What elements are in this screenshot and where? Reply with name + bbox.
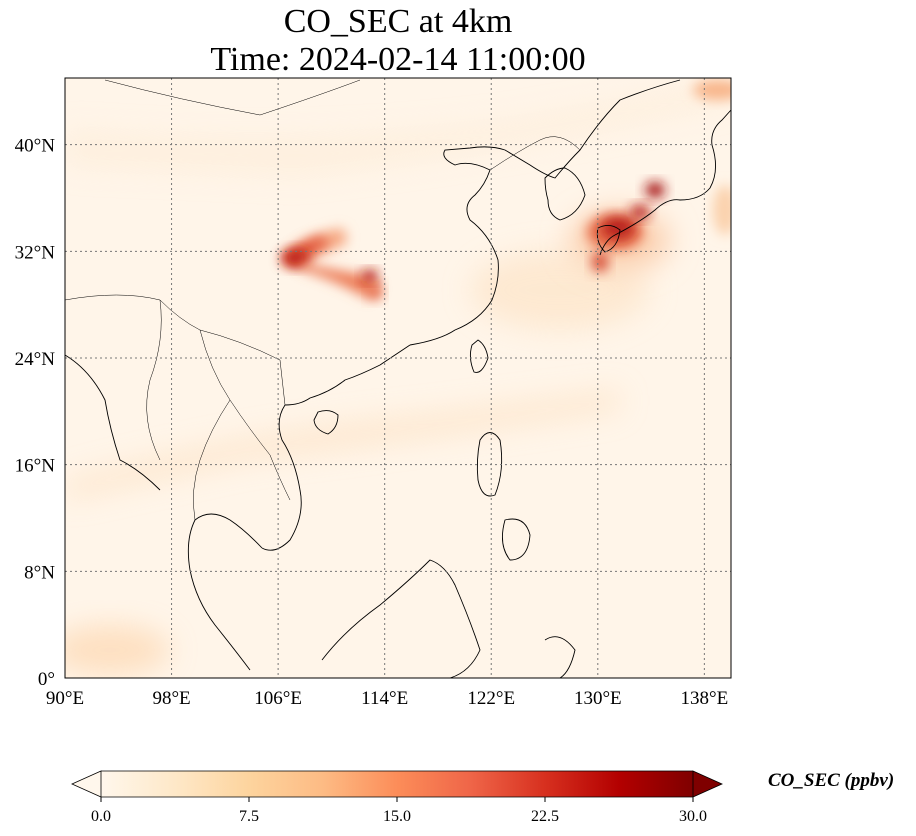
y-tick-label: 24°N (15, 349, 56, 370)
y-tick-label: 40°N (15, 136, 56, 157)
x-tick-label: 138°E (681, 688, 729, 709)
diffuse-northeast-corner (693, 80, 731, 100)
map-time-subtitle: Time: 2024-02-14 11:00:00 (210, 41, 586, 78)
map-background (65, 78, 731, 678)
south-china-coast (284, 344, 411, 406)
hainan-island (313, 410, 339, 435)
x-tick-label: 122°E (467, 688, 515, 709)
china-coast (409, 79, 681, 346)
colorbar-ticks: 0.0 7.5 15.0 22.5 30.0 (91, 797, 707, 825)
x-tick-label: 130°E (574, 688, 622, 709)
indochina-coast (261, 404, 302, 551)
borneo-coast (321, 559, 481, 678)
map-title: CO_SEC at 4km (283, 3, 513, 40)
colorbar-tick-label: 30.0 (679, 808, 707, 825)
philippines-luzon (476, 432, 503, 497)
gulf-of-thailand (187, 513, 263, 671)
colorbar-label: CO_SEC (ppbv) (768, 770, 895, 791)
colorbar-tick-label: 15.0 (383, 808, 411, 825)
concentration-field (65, 80, 731, 675)
x-tick-label: 90°E (46, 688, 84, 709)
y-axis-ticks: 0° 8°N 16°N 24°N 32°N 40°N (15, 136, 56, 690)
diffuse-band-north (65, 81, 731, 175)
diffuse-east-edge (713, 185, 731, 235)
x-tick-label: 98°E (152, 688, 190, 709)
colorbar-tick-label: 0.0 (91, 808, 111, 825)
myanmar-coast (65, 354, 161, 491)
diffuse-band-south (65, 390, 620, 500)
colorbar-body (101, 771, 693, 797)
colorbar-tick-label: 7.5 (239, 808, 259, 825)
japan-kyushu (596, 225, 621, 253)
colorbar-tick-label: 22.5 (531, 808, 559, 825)
y-tick-label: 8°N (24, 562, 55, 583)
diffuse-southwest (65, 625, 170, 675)
plume-central-china (280, 228, 382, 300)
colorbar-extend-max (692, 770, 723, 798)
sulawesi (544, 636, 576, 678)
x-axis-ticks: 90°E 98°E 106°E 114°E 122°E 130°E 138°E (46, 688, 728, 709)
coastlines (65, 79, 731, 678)
y-tick-label: 0° (38, 669, 55, 690)
x-tick-label: 106°E (254, 688, 302, 709)
colorbar: 0.0 7.5 15.0 22.5 30.0 (71, 770, 723, 825)
y-tick-label: 16°N (15, 456, 56, 477)
map-frame (64, 77, 732, 679)
y-tick-label: 32°N (15, 242, 56, 263)
colorbar-extend-min (71, 770, 102, 798)
korea-peninsula (544, 167, 586, 221)
x-tick-label: 114°E (361, 688, 408, 709)
gridlines (64, 78, 731, 679)
diffuse-east-china-sea (470, 250, 650, 330)
country-borders (65, 79, 581, 521)
philippines-mindanao (501, 518, 531, 561)
plume-japan (570, 182, 670, 272)
taiwan-island (469, 339, 489, 373)
